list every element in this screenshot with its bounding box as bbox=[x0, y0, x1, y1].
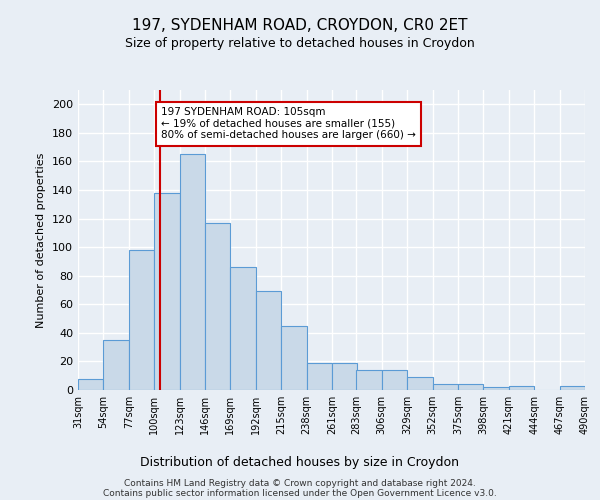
Bar bbox=[484, 387, 509, 390]
Text: 197 SYDENHAM ROAD: 105sqm
← 19% of detached houses are smaller (155)
80% of semi: 197 SYDENHAM ROAD: 105sqm ← 19% of detac… bbox=[161, 107, 416, 140]
Y-axis label: Number of detached properties: Number of detached properties bbox=[37, 152, 46, 328]
Bar bbox=[433, 384, 458, 390]
Text: Contains public sector information licensed under the Open Government Licence v3: Contains public sector information licen… bbox=[103, 490, 497, 498]
Bar bbox=[103, 340, 129, 390]
Bar bbox=[205, 223, 230, 390]
Text: Size of property relative to detached houses in Croydon: Size of property relative to detached ho… bbox=[125, 38, 475, 51]
Bar bbox=[154, 193, 179, 390]
Bar bbox=[407, 377, 433, 390]
Bar bbox=[307, 363, 332, 390]
Bar bbox=[509, 386, 534, 390]
Bar bbox=[332, 363, 358, 390]
Text: Contains HM Land Registry data © Crown copyright and database right 2024.: Contains HM Land Registry data © Crown c… bbox=[124, 479, 476, 488]
Text: 197, SYDENHAM ROAD, CROYDON, CR0 2ET: 197, SYDENHAM ROAD, CROYDON, CR0 2ET bbox=[132, 18, 468, 32]
Bar bbox=[179, 154, 205, 390]
Bar bbox=[256, 292, 281, 390]
Bar bbox=[78, 378, 103, 390]
Bar bbox=[281, 326, 307, 390]
Text: Distribution of detached houses by size in Croydon: Distribution of detached houses by size … bbox=[140, 456, 460, 469]
Bar bbox=[458, 384, 484, 390]
Bar bbox=[382, 370, 407, 390]
Bar bbox=[129, 250, 154, 390]
Bar bbox=[356, 370, 382, 390]
Bar bbox=[230, 267, 256, 390]
Bar bbox=[560, 386, 585, 390]
